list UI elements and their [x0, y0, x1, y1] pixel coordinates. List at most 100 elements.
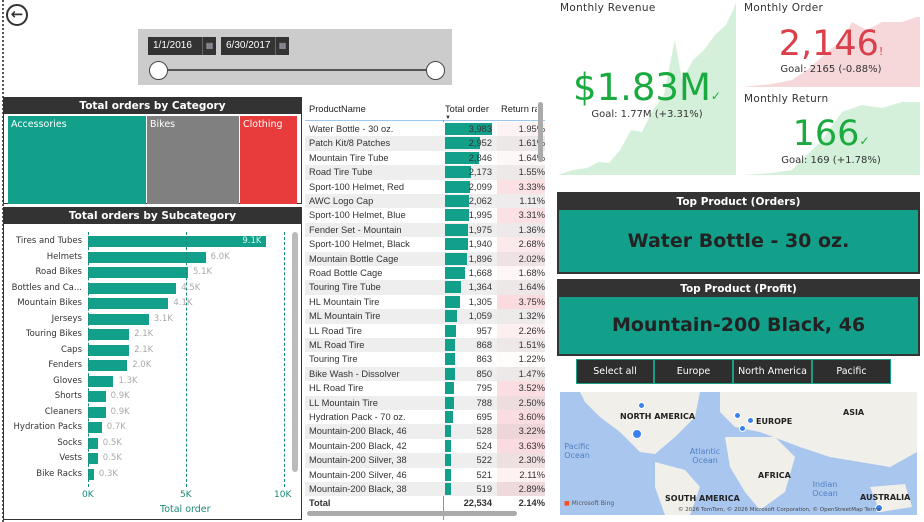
pacific-button[interactable]: Pacific: [812, 359, 891, 384]
total-order-bar: [445, 166, 471, 179]
total-order-bar: [445, 353, 456, 366]
table-row[interactable]: Sport-100 Helmet, Red 2,099 3.33%: [305, 179, 545, 194]
table-row[interactable]: Bike Wash - Dissolver 850 1.47%: [305, 366, 545, 382]
table-row[interactable]: ML Road Tire 868 1.51%: [305, 338, 545, 353]
bar[interactable]: [88, 236, 267, 247]
table-row[interactable]: Mountain-200 Silver, 38 522 2.30%: [305, 453, 545, 468]
slider-end-handle[interactable]: [426, 61, 445, 80]
bar[interactable]: [88, 298, 169, 309]
vertical-scrollbar[interactable]: [292, 232, 298, 472]
bar[interactable]: [88, 251, 206, 263]
bar[interactable]: [88, 282, 177, 294]
return-rate-value: 1.32%: [497, 309, 545, 324]
return-rate-value: 2.50%: [497, 395, 545, 410]
x-tick: 0K: [82, 490, 94, 500]
table-row[interactable]: HL Mountain Tire 1,305 3.75%: [305, 294, 545, 310]
total-order-bar: [445, 367, 456, 380]
table-row[interactable]: AWC Logo Cap 2,062 1.11%: [305, 194, 545, 209]
data-label: 4.1K: [173, 298, 193, 308]
total-order-bar: [445, 267, 465, 279]
table-row[interactable]: HL Road Tire 795 3.52%: [305, 381, 545, 396]
map-label-indian-ocean: Indian Ocean: [812, 480, 838, 498]
table-row[interactable]: Mountain Bottle Cage 1,896 2.02%: [305, 251, 545, 266]
bar[interactable]: [88, 360, 128, 371]
bar[interactable]: [88, 267, 188, 278]
bar[interactable]: [88, 437, 98, 449]
bar[interactable]: [88, 422, 102, 433]
table-row[interactable]: Fender Set - Mountain 1,975 1.36%: [305, 222, 545, 238]
table-row[interactable]: Road Tire Tube 2,173 1.55%: [305, 165, 545, 180]
total-order-value: 1,896: [468, 253, 492, 264]
map-point[interactable]: [734, 412, 741, 419]
total-order-bar: [445, 137, 480, 150]
total-order-value: 1,059: [468, 311, 492, 322]
map-label-asia: ASIA: [843, 408, 865, 417]
sort-descending-icon[interactable]: ▼: [445, 115, 451, 121]
end-date-input[interactable]: 6/30/2017 ▦: [221, 37, 289, 55]
map-point[interactable]: [747, 417, 754, 424]
table-row[interactable]: Sport-100 Helmet, Blue 1,995 3.31%: [305, 208, 545, 223]
table-row[interactable]: Mountain-200 Silver, 46 521 2.11%: [305, 467, 545, 482]
back-arrow-icon[interactable]: ←: [6, 4, 28, 26]
north-america-button[interactable]: North America: [733, 359, 812, 384]
table-row[interactable]: Hydration Pack - 70 oz. 695 3.60%: [305, 410, 545, 425]
column-header-total-order[interactable]: Total order: [445, 104, 489, 114]
product-name: Bike Wash - Dissolver: [309, 368, 400, 379]
table-row[interactable]: Patch Kit/8 Patches 2,952 1.61%: [305, 136, 545, 151]
return-rate-value: 1.61%: [497, 136, 545, 151]
table-row[interactable]: Mountain-200 Black, 46 528 3.22%: [305, 424, 545, 439]
treemap-accessories[interactable]: Accessories: [8, 116, 146, 204]
total-order-bar: [445, 209, 469, 222]
table-row[interactable]: Touring Tire Tube 1,364 1.64%: [305, 280, 545, 295]
table-row[interactable]: Mountain-200 Black, 38 519 2.89%: [305, 482, 545, 497]
bar-label: Cleaners: [44, 406, 82, 417]
table-row[interactable]: Mountain-200 Black, 42 524 3.63%: [305, 438, 545, 454]
column-header-return-rate[interactable]: Return rate: [501, 104, 537, 114]
table-vertical-scrollbar[interactable]: [538, 102, 543, 162]
total-order-bar: [445, 151, 479, 164]
total-order-bar: [445, 454, 452, 467]
map-point[interactable]: [739, 425, 746, 432]
table-row[interactable]: Sport-100 Helmet, Black 1,940 2.68%: [305, 237, 545, 252]
bar[interactable]: [88, 344, 130, 356]
product-name: LL Mountain Tire: [309, 397, 378, 408]
calendar-icon[interactable]: ▦: [275, 37, 289, 55]
table-row[interactable]: LL Road Tire 957 2.26%: [305, 323, 545, 338]
start-date-input[interactable]: 1/1/2016 ▦: [148, 37, 216, 55]
total-order-value: 1,995: [468, 210, 492, 221]
bar[interactable]: [88, 406, 106, 418]
table-row[interactable]: ML Mountain Tire 1,059 1.32%: [305, 309, 545, 324]
table-row[interactable]: Road Bottle Cage 1,668 1.68%: [305, 266, 545, 281]
slider-track[interactable]: [158, 69, 436, 71]
slider-start-handle[interactable]: [149, 61, 168, 80]
map-point[interactable]: [638, 402, 645, 409]
sales-map[interactable]: NORTH AMERICA EUROPE ASIA AFRICA SOUTH A…: [560, 392, 917, 515]
treemap-clothing[interactable]: Clothing: [240, 116, 297, 204]
map-point[interactable]: [632, 429, 642, 439]
table-row[interactable]: LL Mountain Tire 788 2.50%: [305, 395, 545, 410]
map-point[interactable]: [875, 504, 883, 512]
map-attribution[interactable]: © 2026 TomTom, © 2026 Microsoft Corporat…: [678, 507, 881, 513]
data-label: 0.7K: [106, 422, 126, 432]
calendar-icon[interactable]: ▦: [202, 37, 216, 55]
table-row[interactable]: Water Bottle - 30 oz. 3,983 1.95%: [305, 122, 545, 137]
table-row[interactable]: Mountain Tire Tube 2,846 1.64%: [305, 150, 545, 166]
select-all-button[interactable]: Select all: [576, 359, 654, 384]
bar[interactable]: [88, 375, 114, 387]
bar[interactable]: [88, 329, 130, 340]
bar[interactable]: [88, 453, 98, 464]
bar[interactable]: [88, 468, 94, 480]
column-header-product[interactable]: ProductName: [309, 104, 366, 114]
kpi-monthly-order: Monthly Order 2,146! Goal: 2165 (-0.88%): [742, 0, 920, 87]
x-tick: 10K: [274, 490, 292, 500]
table-row[interactable]: Touring Tire 863 1.22%: [305, 352, 545, 367]
table-horizontal-scrollbar[interactable]: [307, 511, 517, 516]
bar[interactable]: [88, 313, 149, 325]
return-rate-value: 3.52%: [497, 381, 545, 396]
treemap-bikes[interactable]: Bikes: [147, 116, 239, 204]
product-name: Patch Kit/8 Patches: [309, 138, 391, 149]
bar[interactable]: [88, 391, 106, 402]
europe-button[interactable]: Europe: [654, 359, 733, 384]
total-order-bar: [445, 483, 452, 495]
total-order-value: 3,983: [468, 124, 492, 134]
